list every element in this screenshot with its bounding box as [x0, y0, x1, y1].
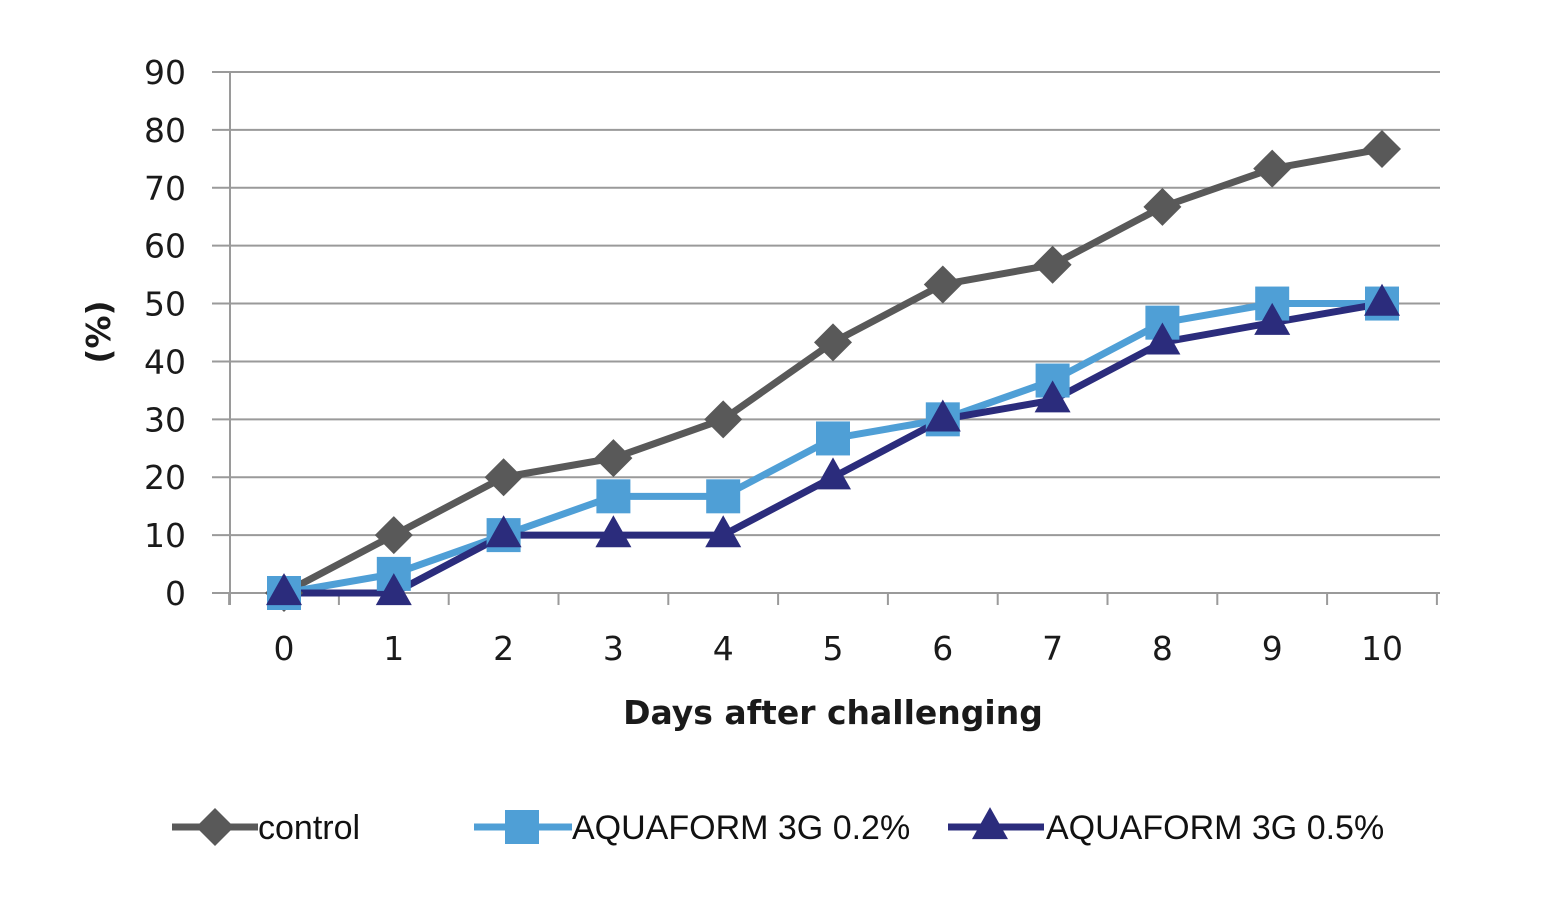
data-point-aquaform-0-5 — [815, 457, 851, 490]
data-point-aquaform-0-2 — [596, 479, 631, 514]
data-point-aquaform-0-5 — [485, 515, 522, 548]
y-tick-label: 20 — [144, 458, 186, 497]
data-point-control — [374, 516, 413, 555]
y-tick-label: 80 — [144, 111, 186, 150]
x-tick-label: 10 — [1361, 629, 1403, 668]
x-tick-label: 9 — [1262, 629, 1283, 668]
data-point-aquaform-0-5 — [375, 573, 412, 606]
x-tick-label: 8 — [1152, 629, 1173, 668]
data-point-control — [704, 400, 743, 439]
data-point-control — [1363, 129, 1401, 168]
gridlines — [212, 71, 1440, 537]
data-point-control — [1033, 245, 1072, 284]
tick-labels: 0 10 20 30 40 50 60 70 80 90 0 1 2 3 4 5 6 7 8 9 10 — [144, 53, 1403, 668]
data-point-aquaform-0-5 — [1254, 302, 1291, 335]
legend-marker-aquaform-0-2 — [505, 810, 539, 844]
legend-marker-aquaform-0-5 — [972, 807, 1008, 840]
legend-label-control: control — [258, 809, 360, 847]
data-point-aquaform-0-2 — [706, 479, 741, 514]
data-point-aquaform-0-5 — [705, 515, 742, 548]
y-tick-label: 10 — [144, 516, 186, 555]
legend-label-aquaform-0-2: AQUAFORM 3G 0.2% — [572, 809, 910, 847]
data-point-control — [814, 323, 852, 362]
data-point-aquaform-0-5 — [266, 573, 302, 606]
y-tick-label: 50 — [144, 285, 186, 324]
data-point-control — [594, 439, 633, 478]
x-axis-title: Days after challenging — [623, 693, 1043, 732]
x-tick-label: 0 — [274, 629, 295, 668]
data-point-aquaform-0-5 — [1034, 380, 1071, 413]
x-tick-label: 5 — [823, 629, 844, 668]
data-point-aquaform-0-5 — [924, 399, 961, 432]
y-tick-label: 0 — [165, 574, 186, 613]
y-tick-label: 70 — [144, 169, 186, 208]
data-point-aquaform-0-5 — [1144, 322, 1181, 355]
data-point-control — [1253, 149, 1292, 188]
y-tick-label: 60 — [144, 227, 186, 266]
x-tick-label: 1 — [383, 629, 404, 668]
y-tick-label: 30 — [144, 400, 186, 439]
data-point-aquaform-0-2 — [816, 421, 850, 456]
data-point-aquaform-0-5 — [1364, 283, 1400, 316]
data-point-control — [1143, 187, 1182, 226]
legend-marker-control — [196, 808, 234, 846]
legend: control AQUAFORM 3G 0.2% AQUAFORM 3G 0.5% — [172, 807, 1384, 847]
y-axis-title: (%) — [79, 300, 118, 363]
x-tick-label: 7 — [1042, 629, 1063, 668]
series-lines — [280, 145, 1386, 597]
series-line-control — [280, 145, 1386, 597]
data-point-control — [484, 458, 523, 497]
data-point-aquaform-0-5 — [595, 515, 632, 548]
x-tick-label: 2 — [493, 629, 514, 668]
data-point-control — [923, 265, 962, 304]
y-tick-label: 40 — [144, 342, 186, 381]
x-tick-label: 6 — [932, 629, 953, 668]
y-tick-label: 90 — [144, 53, 186, 92]
x-tick-label: 4 — [713, 629, 734, 668]
x-tick-label: 3 — [603, 629, 624, 668]
series-markers — [265, 129, 1401, 612]
legend-label-aquaform-0-5: AQUAFORM 3G 0.5% — [1046, 809, 1384, 847]
axes — [212, 72, 1440, 605]
